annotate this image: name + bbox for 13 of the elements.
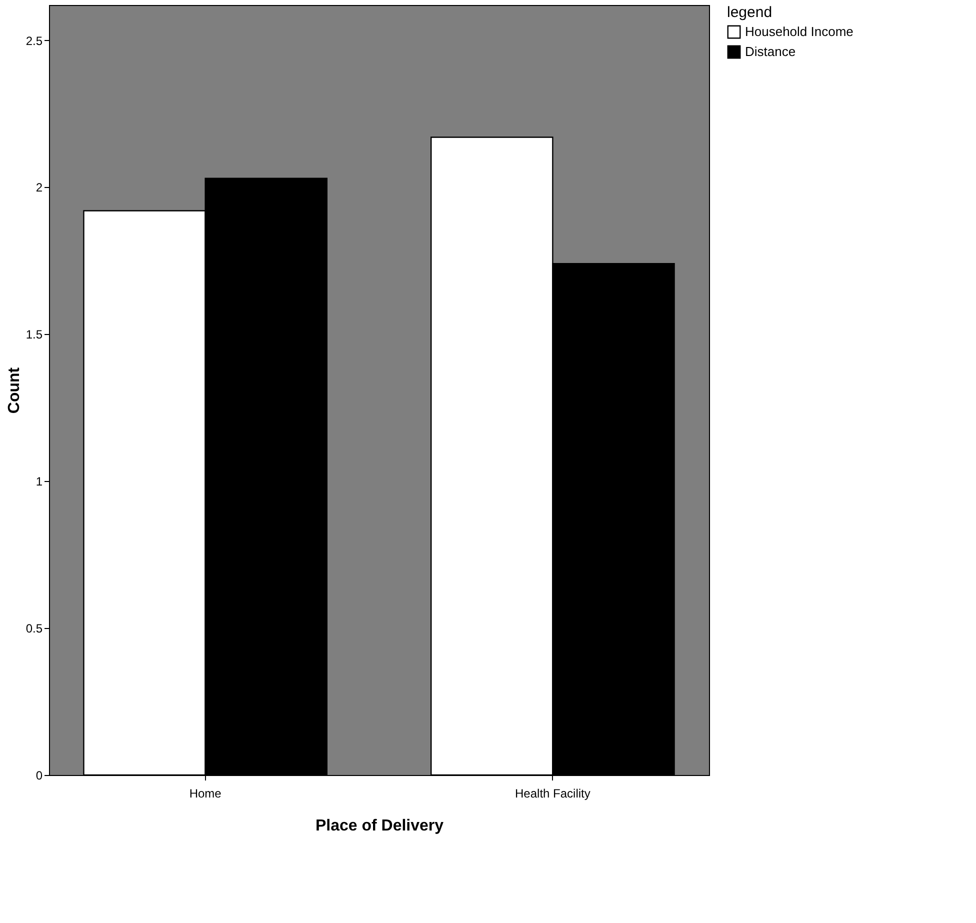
x-tick-label: Home	[189, 786, 222, 800]
legend-label: Household Income	[745, 24, 854, 39]
legend-label: Distance	[745, 44, 796, 59]
y-tick-label: 2.5	[26, 34, 43, 48]
y-tick-label: 0.5	[26, 622, 43, 636]
y-tick-label: 2	[36, 180, 43, 195]
y-tick-label: 1	[36, 474, 43, 489]
x-axis-title: Place of Delivery	[315, 818, 444, 834]
legend-title: legend	[727, 4, 772, 21]
x-tick-label: Health Facility	[515, 786, 590, 800]
y-axis-title: Count	[6, 366, 23, 414]
y-tick-label: 1.5	[26, 328, 43, 342]
y-tick-label: 0	[36, 768, 43, 782]
